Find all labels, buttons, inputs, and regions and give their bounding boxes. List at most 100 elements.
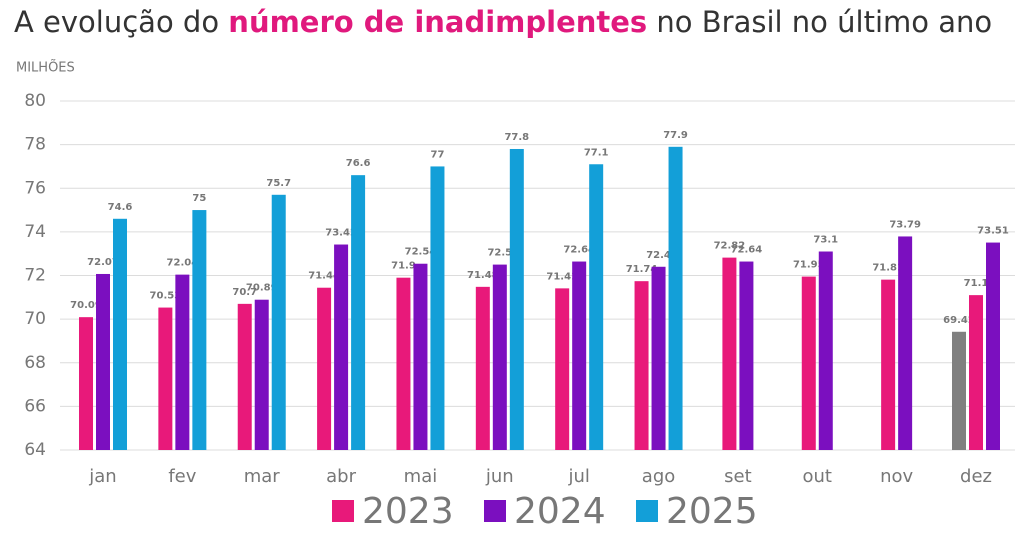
bar	[634, 281, 649, 450]
value-label: 71.95	[793, 260, 825, 271]
y-tick-label: 72	[24, 266, 46, 286]
value-label: 73.42	[325, 228, 357, 239]
x-tick-label: set	[724, 466, 752, 487]
value-label: 71.1	[964, 278, 989, 289]
bar	[175, 274, 190, 450]
bar	[79, 317, 93, 450]
bar	[818, 251, 833, 450]
bar	[492, 264, 507, 450]
y-tick-label: 74	[24, 222, 46, 242]
value-label: 73.79	[889, 219, 921, 230]
x-tick-label: dez	[960, 466, 992, 487]
legend-label: 2024	[514, 491, 606, 532]
bar	[722, 257, 737, 450]
bar	[430, 166, 445, 450]
value-label: 72.64	[563, 245, 595, 256]
value-label: 77.8	[504, 132, 529, 143]
value-label: 71.41	[546, 271, 578, 282]
legend-swatch	[636, 500, 658, 522]
bar	[96, 273, 110, 450]
y-axis-label: MILHÕES	[16, 60, 75, 76]
value-label: 70.53	[150, 291, 182, 302]
value-label: 75	[192, 193, 206, 204]
value-label: 72.4	[646, 250, 671, 261]
title-part: número de inadimplentes	[228, 5, 647, 39]
chart-title: A evolução do número de inadimplentes no…	[14, 5, 992, 39]
bar	[881, 279, 896, 450]
value-label: 73.51	[977, 226, 1009, 237]
value-label: 77.9	[663, 130, 688, 141]
value-label: 77	[430, 149, 444, 160]
value-label: 71.44	[308, 271, 340, 282]
title-part: no Brasil no último ano	[647, 5, 992, 39]
bar	[334, 244, 349, 450]
value-label: 72.64	[731, 245, 763, 256]
bar	[969, 295, 983, 450]
value-label: 75.7	[266, 178, 291, 189]
x-tick-label: abr	[326, 466, 356, 487]
x-tick-label: nov	[880, 466, 913, 487]
value-label: 71.74	[626, 264, 658, 275]
x-tick-label: ago	[642, 466, 675, 487]
value-label: 72.54	[405, 247, 437, 258]
value-label: 70.7	[232, 287, 257, 298]
bar	[271, 194, 286, 450]
bar	[668, 146, 683, 450]
bar	[254, 299, 269, 450]
bar	[113, 218, 127, 450]
x-tick-label: out	[803, 466, 832, 487]
bar	[237, 303, 252, 450]
x-tick-label: mai	[404, 466, 438, 487]
y-tick-label: 64	[24, 440, 46, 460]
legend-swatch	[332, 500, 354, 522]
bar	[475, 286, 490, 450]
bar	[158, 307, 173, 450]
x-tick-label: jul	[567, 466, 589, 487]
y-tick-label: 76	[24, 178, 46, 198]
value-label: 72.82	[714, 241, 746, 252]
bar	[952, 331, 966, 450]
value-label: 71.48	[467, 270, 499, 281]
bar	[651, 266, 666, 450]
x-tick-label: mar	[244, 466, 281, 487]
value-label: 70.09	[70, 300, 102, 311]
y-tick-label: 68	[24, 353, 46, 373]
value-label: 69.42	[943, 315, 975, 326]
y-tick-label: 78	[24, 135, 46, 155]
value-label: 72.07	[87, 257, 119, 268]
x-tick-label: jun	[485, 466, 514, 487]
value-label: 72.5	[487, 248, 512, 259]
value-label: 71.9	[391, 261, 416, 272]
bar	[509, 148, 524, 451]
legend-swatch	[484, 500, 506, 522]
bar	[986, 242, 1000, 450]
value-label: 70.89	[246, 283, 278, 294]
bar	[317, 287, 332, 450]
legend-label: 2023	[362, 491, 454, 532]
y-tick-label: 70	[24, 309, 46, 329]
x-tick-label: jan	[88, 466, 116, 487]
legend-label: 2025	[666, 491, 758, 532]
value-label: 74.6	[108, 202, 133, 213]
bar	[413, 263, 428, 450]
x-tick-label: fev	[168, 466, 196, 487]
value-label: 73.1	[813, 235, 838, 246]
value-label: 76.6	[346, 158, 371, 169]
bar	[192, 210, 207, 450]
value-label: 71.81	[872, 263, 904, 274]
bar	[801, 276, 816, 450]
bar	[898, 236, 913, 450]
title-part: A evolução do	[14, 5, 228, 39]
y-tick-label: 80	[24, 91, 46, 111]
y-tick-label: 66	[24, 396, 46, 416]
bar	[555, 288, 570, 450]
bar	[572, 261, 587, 450]
bar	[396, 277, 411, 450]
bar	[351, 175, 366, 450]
value-label: 77.1	[584, 147, 609, 158]
value-label: 72.04	[167, 258, 199, 269]
bar	[589, 164, 604, 450]
bar	[739, 261, 754, 450]
